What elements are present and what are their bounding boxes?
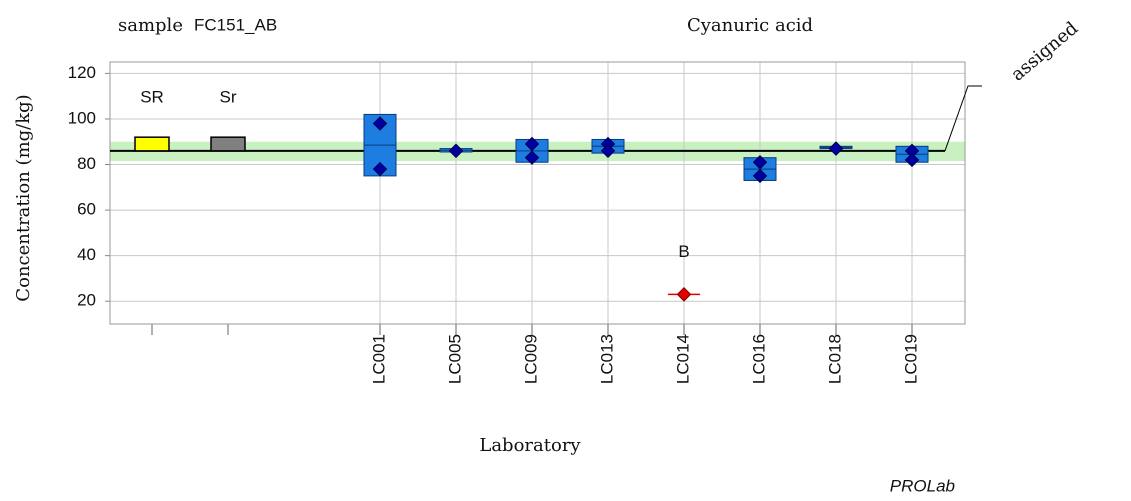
reference-bar bbox=[210, 136, 246, 152]
x-tick-label: LC019 bbox=[901, 334, 920, 384]
plot-area bbox=[110, 62, 965, 324]
x-tick-label: LC005 bbox=[445, 334, 464, 384]
y-tick-label: 80 bbox=[77, 154, 96, 173]
replicate-marker bbox=[752, 168, 768, 184]
x-tick-label: LC018 bbox=[825, 334, 844, 384]
replicate-marker bbox=[372, 161, 388, 177]
replicate-marker bbox=[600, 143, 616, 159]
chart-title: Cyanuric acid bbox=[687, 15, 813, 36]
x-tick-label: LC014 bbox=[673, 334, 692, 384]
sample-prefix: sample bbox=[118, 15, 183, 36]
x-tick-label: LC001 bbox=[369, 334, 388, 384]
y-tick-label: 120 bbox=[68, 63, 96, 82]
replicate-marker bbox=[676, 287, 692, 302]
sample-id: FC151_AB bbox=[194, 15, 277, 34]
y-tick-label: 100 bbox=[68, 108, 96, 127]
y-tick-label: 20 bbox=[77, 291, 96, 310]
reference-bar bbox=[134, 136, 170, 152]
y-tick-label: 60 bbox=[77, 200, 96, 219]
flag-label: B bbox=[678, 242, 689, 261]
x-axis-label: Laboratory bbox=[479, 435, 581, 456]
replicate-marker bbox=[904, 152, 920, 168]
assigned-leader bbox=[944, 85, 982, 152]
replicate-marker bbox=[448, 143, 464, 159]
replicate-marker bbox=[372, 116, 388, 131]
reference-label: Sr bbox=[220, 87, 237, 106]
x-tick-label: LC009 bbox=[521, 334, 540, 384]
x-tick-label: LC016 bbox=[749, 334, 768, 384]
x-tick-label: LC013 bbox=[597, 334, 616, 384]
y-axis-label: Concentration (mg/kg) bbox=[13, 94, 34, 301]
y-tick-label: 40 bbox=[77, 245, 96, 264]
replicate-marker bbox=[828, 141, 844, 156]
reference-label: SR bbox=[140, 87, 164, 106]
plot-frame bbox=[109, 61, 966, 325]
brand: PROLab bbox=[890, 476, 955, 495]
replicate-marker bbox=[524, 150, 540, 165]
